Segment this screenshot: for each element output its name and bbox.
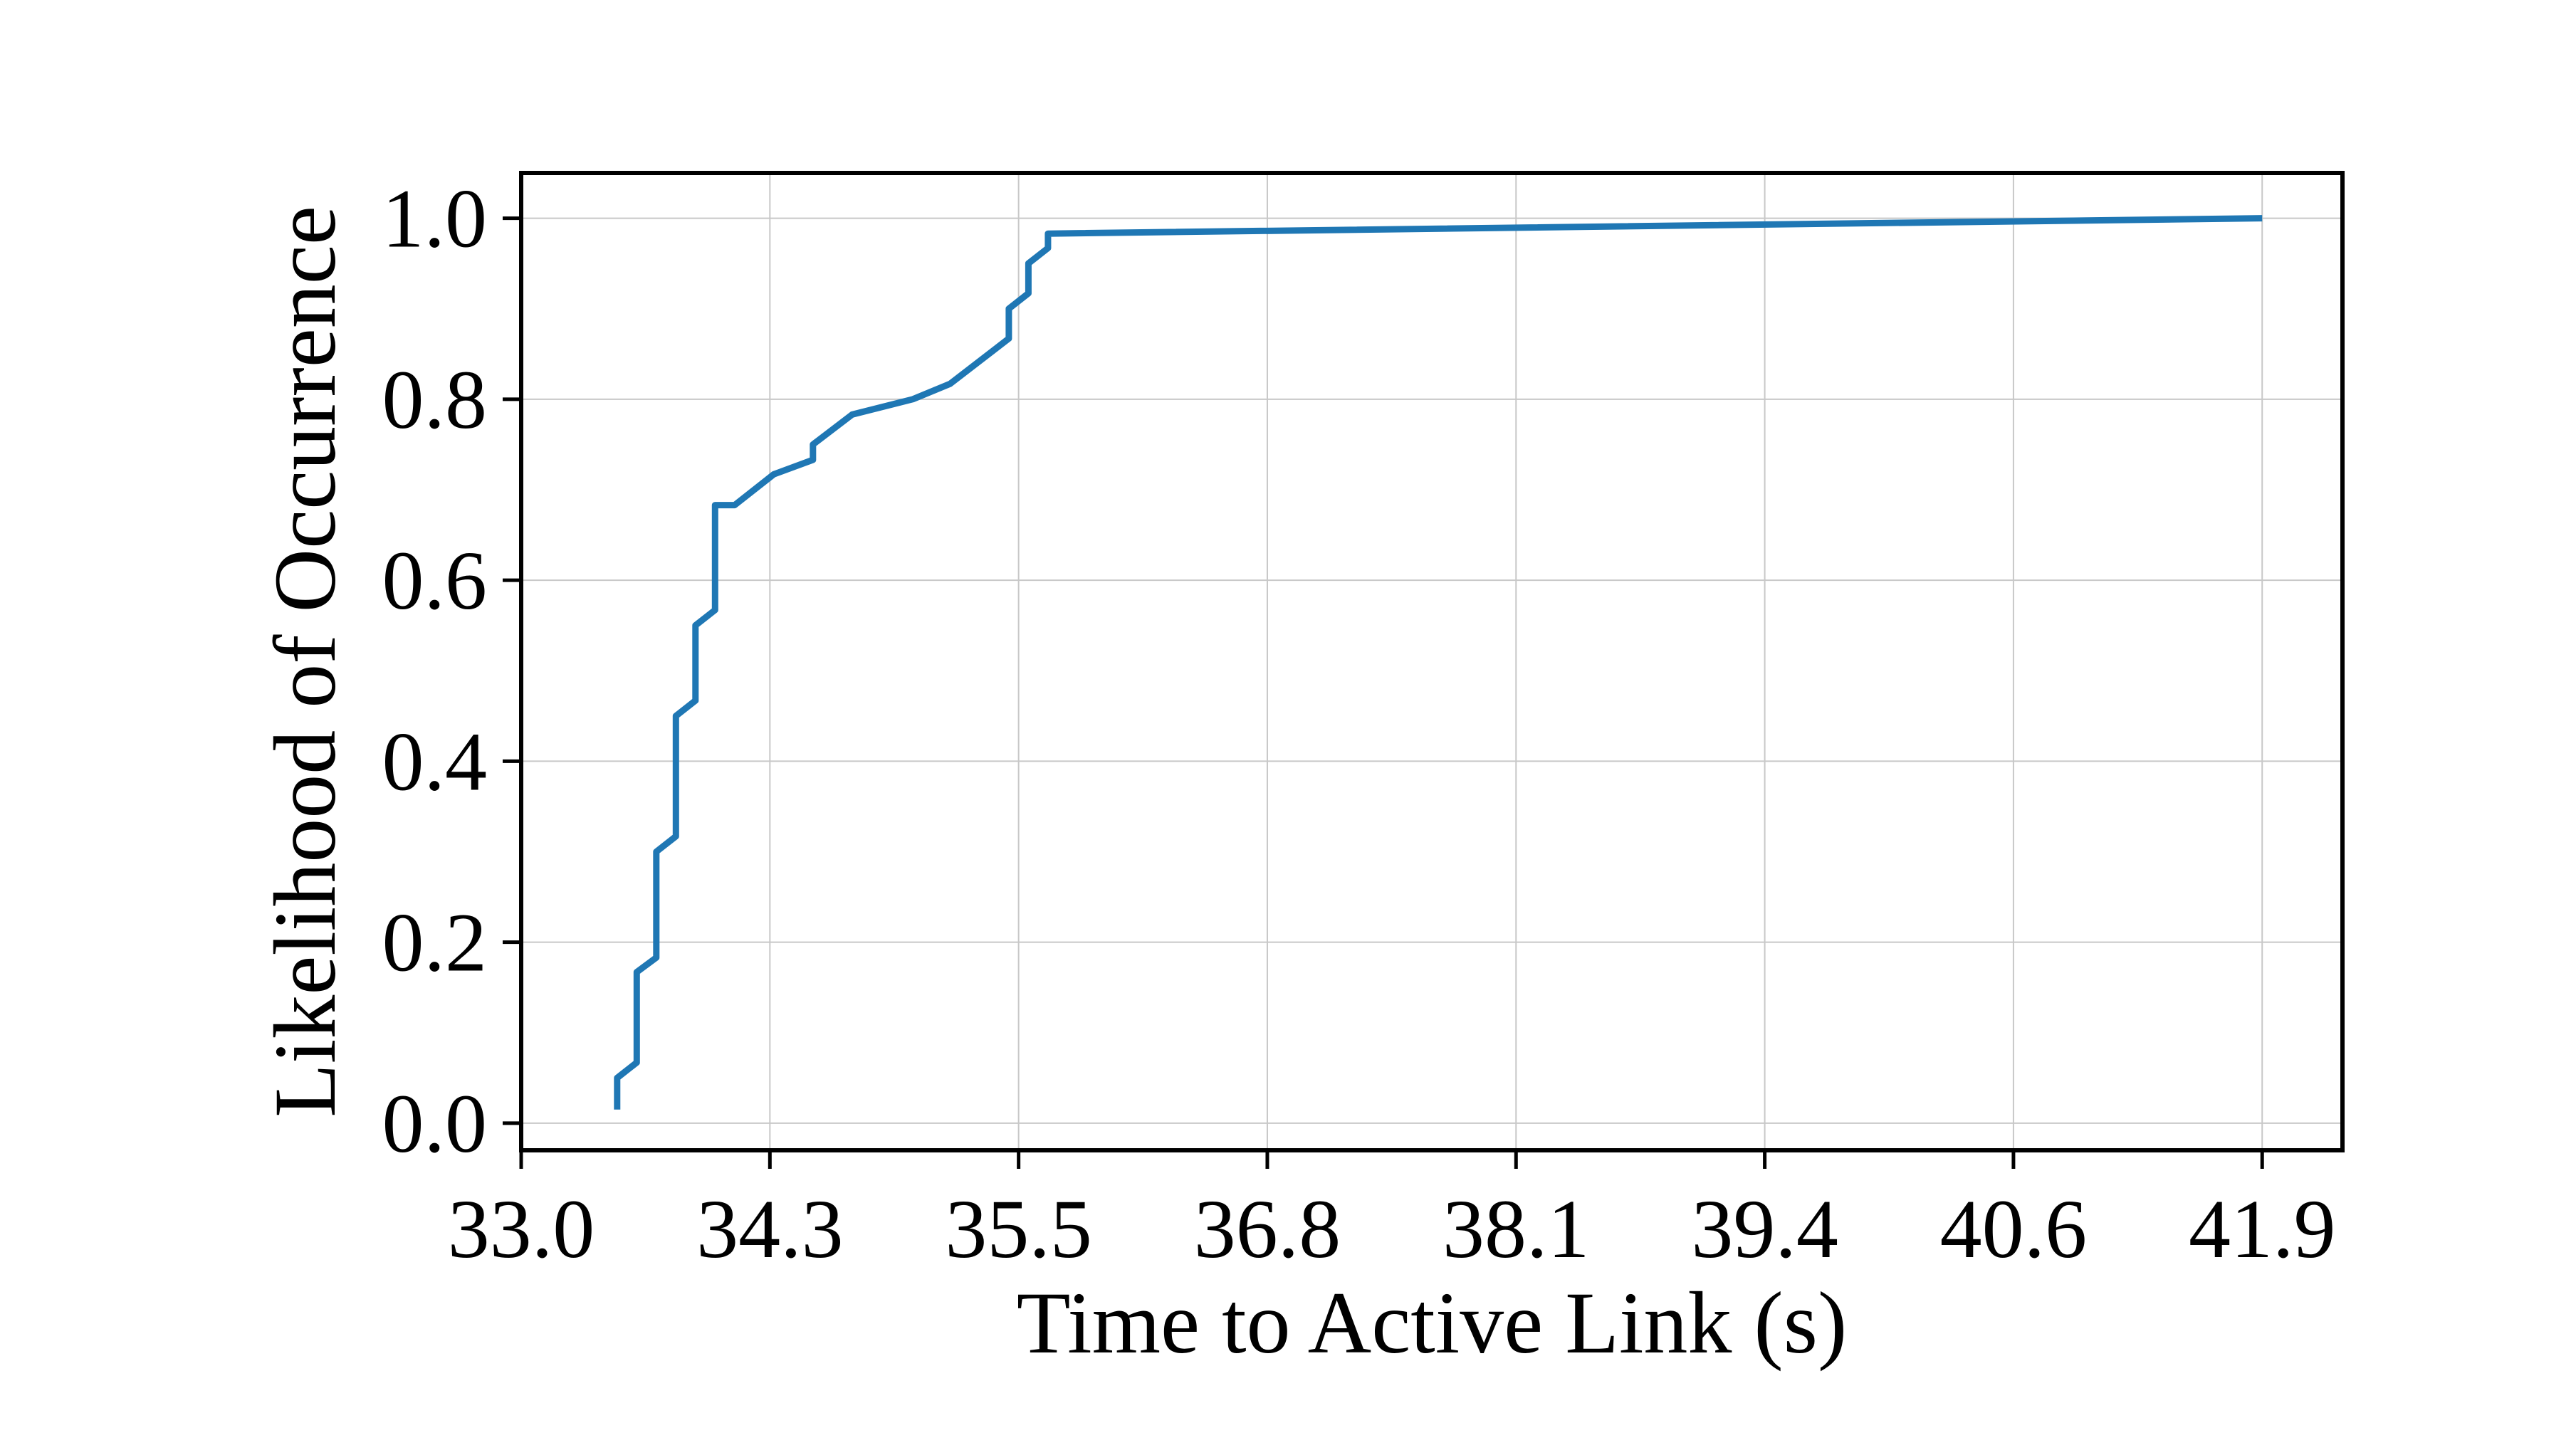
y-tick-label: 0.4 <box>382 715 488 808</box>
x-tick-label: 36.8 <box>1194 1182 1341 1276</box>
tick-layer: 33.0 34.3 35.5 36.8 38.1 39.4 40.6 41.9 0.0 0.2 0.… <box>382 172 2336 1276</box>
y-tick-label: 1.0 <box>382 172 488 266</box>
x-tick-label: 33.0 <box>448 1182 595 1276</box>
y-tick-label: 0.8 <box>382 353 488 446</box>
x-tick-label: 38.1 <box>1443 1182 1590 1276</box>
series-layer <box>614 215 2263 1110</box>
y-tick-label: 0.6 <box>382 534 488 627</box>
x-tick-label: 41.9 <box>2189 1182 2336 1276</box>
y-tick-label: 0.2 <box>382 896 488 989</box>
y-tick-label: 0.0 <box>382 1077 488 1170</box>
grid-layer <box>520 173 2342 1150</box>
plot-frame <box>519 171 2345 1152</box>
cdf-series-line <box>614 215 2263 1110</box>
y-axis-title: Likelihood of Occurrence <box>256 206 354 1118</box>
x-tick-label: 40.6 <box>1940 1182 2088 1276</box>
x-tick-label: 34.3 <box>696 1182 844 1276</box>
x-tick-label: 39.4 <box>1691 1182 1838 1276</box>
x-axis-title: Time to Active Link (s) <box>1017 1274 1848 1372</box>
x-tick-label: 35.5 <box>945 1182 1092 1276</box>
